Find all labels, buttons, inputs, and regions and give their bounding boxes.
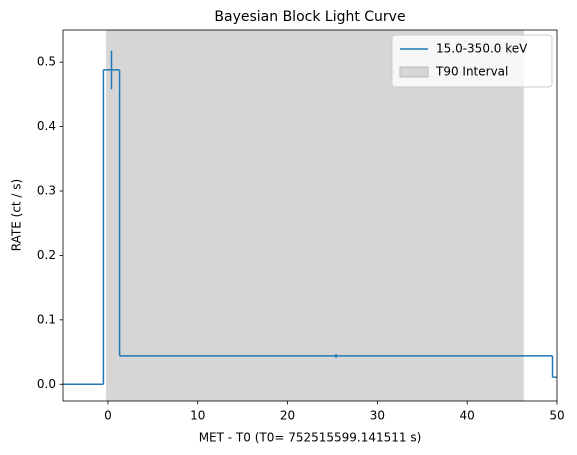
chart-title: Bayesian Block Light Curve	[214, 9, 405, 25]
x-tick-label: 50	[549, 409, 564, 423]
legend-box	[391, 34, 553, 88]
plot-frame	[62, 29, 558, 402]
y-tick-label: 0.5	[37, 55, 56, 69]
y-tick-label: 0.4	[37, 119, 56, 133]
x-tick-label: 30	[370, 409, 385, 423]
y-tick-label: 0.1	[37, 312, 56, 326]
legend-label: 15.0-350.0 keV	[436, 42, 528, 56]
x-axis-label: MET - T0 (T0= 752515599.141511 s)	[199, 431, 422, 445]
y-tick-label: 0.3	[37, 184, 56, 198]
y-tick-label: 0.0	[37, 377, 56, 391]
t90-interval	[106, 30, 524, 401]
x-tick-label: 20	[280, 409, 295, 423]
y-axis-label: RATE (ct / s)	[10, 179, 24, 251]
legend-patch	[399, 66, 429, 78]
x-tick-label: 0	[104, 409, 112, 423]
x-tick-label: 10	[190, 409, 205, 423]
legend-label: T90 Interval	[435, 65, 508, 79]
x-tick-label: 40	[460, 409, 475, 423]
y-tick-label: 0.2	[37, 248, 56, 262]
